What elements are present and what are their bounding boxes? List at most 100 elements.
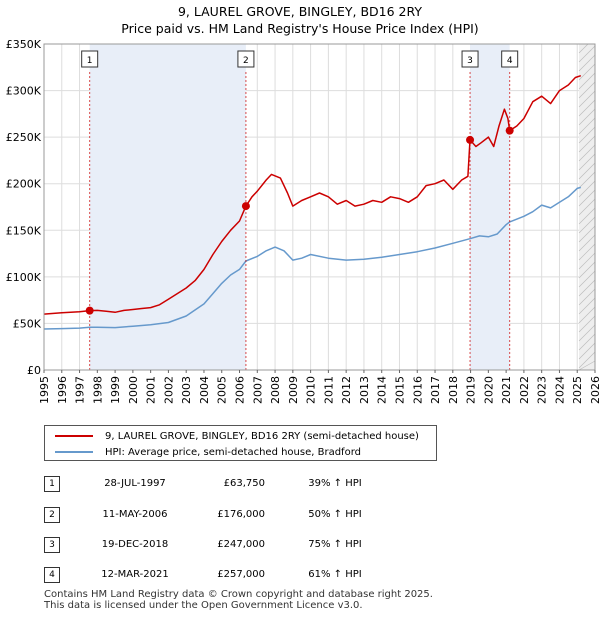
table-row: 2 11-MAY-2006 £176,000 50% ↑ HPI	[0, 507, 600, 527]
x-tick-label: 2017	[429, 376, 442, 404]
sale-hpi-change: 61% ↑ HPI	[308, 569, 362, 580]
y-tick-label: £250K	[6, 131, 42, 144]
x-tick-label: 2008	[269, 376, 282, 404]
x-tick-label: 2025	[571, 376, 584, 404]
forecast-hatch	[578, 189, 596, 207]
forecast-hatch	[578, 81, 596, 99]
forecast-hatch	[578, 261, 596, 279]
sale-period-shade	[89, 44, 246, 370]
x-tick-label: 2026	[589, 376, 600, 404]
axes: £0 £50K £100K £150K £200K £250K £300K £350K 1995…	[6, 38, 600, 404]
x-tick-label: 1996	[56, 376, 69, 404]
forecast-hatch	[578, 360, 596, 371]
x-tick-label: 2007	[251, 376, 264, 404]
sale-hpi-change: 75% ↑ HPI	[308, 539, 362, 550]
x-tick-label: 2020	[482, 376, 495, 404]
y-tick-label: £0	[27, 364, 41, 377]
sale-point	[505, 126, 514, 135]
price-chart: 1 2 3 4 £0 £50K £100K £150K £200K £250K £300K £350…	[6, 38, 600, 404]
legend: 9, LAUREL GROVE, BINGLEY, BD16 2RY (semi…	[44, 425, 437, 461]
forecast-hatch	[578, 225, 596, 243]
forecast-hatch	[578, 252, 596, 270]
forecast-hatch	[578, 135, 596, 153]
legend-label-hpi: HPI: Average price, semi-detached house,…	[105, 446, 361, 458]
forecast-hatch	[578, 297, 596, 315]
forecast-hatch	[578, 279, 596, 297]
x-tick-label: 2000	[127, 376, 140, 404]
forecast-hatch	[578, 72, 596, 90]
chart-title-block: 9, LAUREL GROVE, BINGLEY, BD16 2RY Price…	[0, 3, 600, 37]
x-tick-label: 2003	[180, 376, 193, 404]
sale-number-badge: 3	[44, 537, 60, 553]
sale-periods	[89, 43, 596, 371]
series-line-hpi	[43, 186, 582, 330]
forecast-hatch	[578, 180, 596, 198]
forecast-hatch	[578, 45, 596, 63]
forecast-hatch	[578, 108, 596, 126]
x-tick-label: 1998	[91, 376, 104, 404]
x-tick-label: 2019	[465, 376, 478, 404]
sale-hpi-change: 50% ↑ HPI	[308, 509, 362, 520]
forecast-hatch	[578, 234, 596, 252]
footer-licence: This data is licensed under the Open Gov…	[44, 600, 363, 611]
forecast-hatch	[578, 207, 596, 225]
y-tick-label: £350K	[6, 38, 42, 51]
y-tick-label: £200K	[6, 178, 42, 191]
sale-hpi-change: 39% ↑ HPI	[308, 478, 362, 489]
table-row: 3 19-DEC-2018 £247,000 75% ↑ HPI	[0, 537, 600, 557]
legend-item-hpi: HPI: Average price, semi-detached house,…	[55, 444, 361, 460]
sale-price: £257,000	[217, 569, 265, 580]
sale-date: 11-MAY-2006	[102, 509, 168, 520]
forecast-hatch	[578, 342, 596, 360]
forecast-hatch	[578, 43, 589, 54]
forecast-hatch	[578, 99, 596, 117]
forecast-hatch	[578, 162, 596, 180]
x-tick-label: 2010	[305, 376, 318, 404]
y-tick-label: £300K	[6, 85, 42, 98]
sale-point	[85, 306, 94, 315]
sale-number-label: 2	[243, 56, 249, 66]
x-tick-label: 2004	[198, 376, 211, 404]
sale-point	[466, 135, 475, 144]
legend-label-property: 9, LAUREL GROVE, BINGLEY, BD16 2RY (semi…	[105, 430, 419, 442]
x-tick-label: 2022	[518, 376, 531, 404]
forecast-hatch	[578, 315, 596, 333]
x-tick-label: 2012	[340, 376, 353, 404]
forecast-hatch	[578, 243, 596, 261]
forecast-hatch	[578, 198, 596, 216]
y-tick-label: £50K	[13, 317, 42, 330]
forecast-hatch	[578, 351, 596, 369]
sale-number-badge: 1	[44, 476, 60, 492]
sale-number-box	[81, 50, 99, 68]
x-tick-label: 2014	[376, 376, 389, 404]
x-tick-label: 2024	[553, 376, 566, 404]
forecast-hatch	[578, 153, 596, 171]
x-tick-label: 2023	[536, 376, 549, 404]
x-tick-label: 1995	[38, 376, 51, 404]
sale-date: 19-DEC-2018	[101, 539, 169, 550]
plot-border	[43, 43, 596, 371]
legend-item-property: 9, LAUREL GROVE, BINGLEY, BD16 2RY (semi…	[55, 428, 419, 444]
forecast-hatch	[578, 216, 596, 234]
sale-price: £63,750	[223, 478, 265, 489]
chart-title: 9, LAUREL GROVE, BINGLEY, BD16 2RY	[177, 4, 423, 19]
sale-number-label: 3	[467, 56, 473, 66]
legend-swatch-property	[55, 435, 93, 437]
x-tick-label: 2011	[322, 376, 335, 404]
footer-attribution: Contains HM Land Registry data © Crown c…	[44, 589, 433, 611]
table-row: 4 12-MAR-2021 £257,000 61% ↑ HPI	[0, 567, 600, 587]
sale-number-box	[237, 50, 255, 68]
x-tick-label: 2002	[162, 376, 175, 404]
sale-number-badge: 4	[44, 567, 60, 583]
forecast-hatch	[578, 324, 596, 342]
chart-subtitle: Price paid vs. HM Land Registry's House …	[121, 21, 479, 36]
forecast-hatch	[578, 270, 596, 288]
sale-number-badge: 2	[44, 507, 60, 523]
y-tick-label: £100K	[6, 271, 42, 284]
sale-date: 12-MAR-2021	[101, 569, 169, 580]
forecast-hatch	[578, 90, 596, 108]
forecast-hatch	[578, 117, 596, 135]
y-tick-label: £150K	[6, 224, 42, 237]
x-tick-label: 2015	[393, 376, 406, 404]
forecast-hatch	[578, 288, 596, 306]
